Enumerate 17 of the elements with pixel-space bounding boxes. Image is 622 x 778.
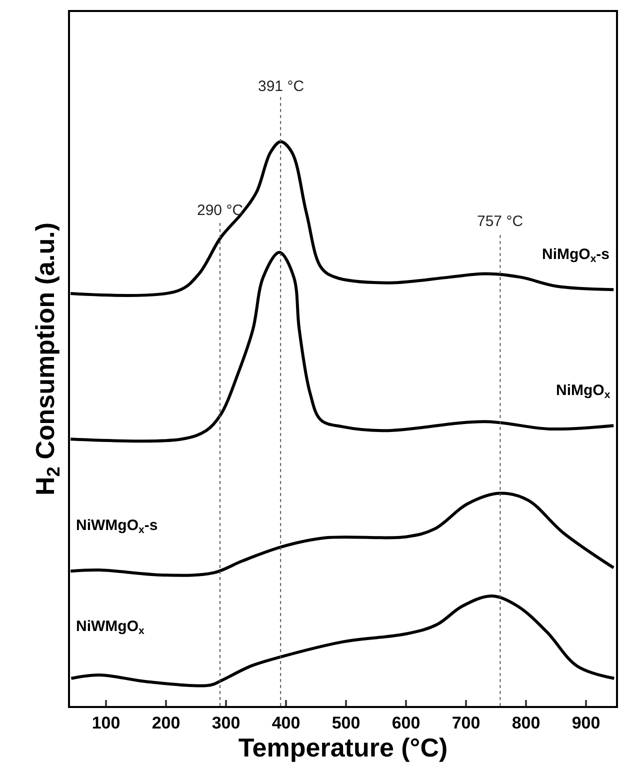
x-axis-title: Temperature (°C) — [238, 732, 448, 762]
ref-line-label: 290 °C — [197, 202, 244, 219]
x-tick-label: 800 — [512, 713, 540, 732]
series-label: NiMgO$_{x}$-s — [542, 246, 610, 266]
x-tick-label: 100 — [92, 713, 120, 732]
x-tick-label: 700 — [452, 713, 480, 732]
text: NiWMgO$_{x}$ — [76, 618, 144, 638]
ref-line-label: 391 °C — [258, 78, 304, 95]
x-tick-label: 600 — [392, 713, 420, 732]
series-label: NiMgO$_{x}$ — [556, 382, 610, 402]
x-tick-label: 300 — [212, 713, 240, 732]
x-tick-label: 500 — [332, 713, 360, 732]
x-tick-label: 900 — [572, 713, 600, 732]
ref-line-label: 757 °C — [477, 213, 524, 230]
text: NiWMgO$_{x}$-s — [76, 517, 158, 536]
x-tick-label: 400 — [272, 713, 300, 732]
x-tick-label: 200 — [152, 713, 180, 732]
